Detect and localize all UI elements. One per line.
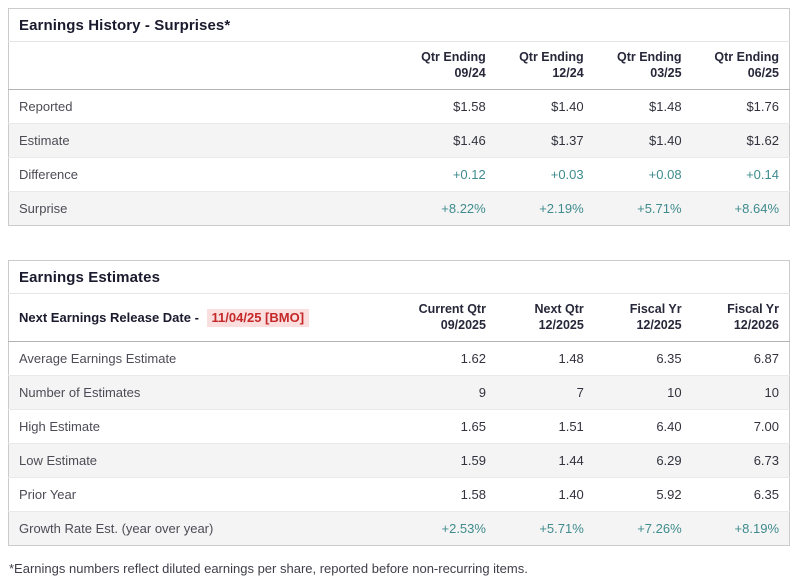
column-header-current-qtr: Current Qtr 09/2025 — [398, 293, 496, 342]
earnings-estimates-table: Earnings Estimates Next Earnings Release… — [8, 260, 790, 546]
earnings-history-table: Earnings History - Surprises* Qtr Ending… — [8, 8, 790, 226]
section-gap — [8, 226, 792, 260]
cell-value: 1.48 — [558, 351, 584, 366]
cell-value: 1.58 — [460, 487, 486, 502]
cell-value: 6.73 — [753, 453, 779, 468]
earnings-history-title: Earnings History - Surprises* — [19, 17, 231, 34]
cell-value: 10 — [667, 385, 682, 400]
cell-value: 7 — [576, 385, 584, 400]
column-header-fiscal-yr-2025: Fiscal Yr 12/2025 — [593, 293, 692, 342]
table-row-difference: Difference +0.12 +0.03 +0.08 +0.14 — [8, 157, 790, 192]
cell-value: 7.00 — [753, 419, 779, 434]
column-header-fiscal-yr-2026: Fiscal Yr 12/2026 — [691, 293, 790, 342]
row-label: Low Estimate — [19, 453, 98, 468]
table-row-prior-year: Prior Year 1.58 1.40 5.92 6.35 — [8, 477, 790, 512]
footnote: *Earnings numbers reflect diluted earnin… — [9, 561, 528, 576]
header-spacer — [8, 41, 398, 90]
table-row-number-of-estimates: Number of Estimates 9 7 10 10 — [8, 375, 790, 410]
cell-value: +8.22% — [441, 201, 486, 216]
next-earnings-release-label: Next Earnings Release Date - — [19, 309, 199, 325]
cell-value: $1.37 — [551, 133, 584, 148]
cell-value: 1.51 — [558, 419, 584, 434]
table-row-estimate: Estimate $1.46 $1.37 $1.40 $1.62 — [8, 123, 790, 158]
cell-value: $1.62 — [746, 133, 779, 148]
cell-value: +0.08 — [648, 167, 682, 182]
cell-value: $1.58 — [453, 99, 486, 114]
column-header-next-qtr: Next Qtr 12/2025 — [495, 293, 594, 342]
row-label: Difference — [19, 167, 79, 182]
cell-value: +0.12 — [452, 167, 486, 182]
cell-value: +5.71% — [637, 201, 682, 216]
cell-value: 6.87 — [753, 351, 779, 366]
cell-value: $1.48 — [649, 99, 682, 114]
next-earnings-release-date: 11/04/25 [BMO] — [206, 308, 310, 327]
cell-value: 6.40 — [656, 419, 682, 434]
row-label: Prior Year — [19, 487, 77, 502]
cell-value: 6.35 — [656, 351, 682, 366]
cell-value: $1.40 — [649, 133, 682, 148]
cell-value: 10 — [764, 385, 779, 400]
earnings-estimates-title: Earnings Estimates — [19, 269, 161, 286]
cell-value: +0.03 — [550, 167, 584, 182]
cell-value: 9 — [478, 385, 486, 400]
cell-value: +2.19% — [539, 201, 584, 216]
row-label: Number of Estimates — [19, 385, 141, 400]
row-label: High Estimate — [19, 419, 100, 434]
cell-value: 1.40 — [558, 487, 584, 502]
cell-value: $1.76 — [746, 99, 779, 114]
cell-value: 1.62 — [460, 351, 486, 366]
cell-value: 5.92 — [656, 487, 682, 502]
row-label: Surprise — [19, 201, 68, 216]
table-row-reported: Reported $1.58 $1.40 $1.48 $1.76 — [8, 89, 790, 124]
row-label: Reported — [19, 99, 73, 114]
cell-value: 1.44 — [558, 453, 584, 468]
table-row-average-earnings-estimate: Average Earnings Estimate 1.62 1.48 6.35… — [8, 341, 790, 376]
cell-value: 6.35 — [753, 487, 779, 502]
next-earnings-release: Next Earnings Release Date - 11/04/25 [B… — [8, 293, 399, 342]
row-label: Average Earnings Estimate — [19, 351, 177, 366]
cell-value: $1.40 — [551, 99, 584, 114]
cell-value: +0.14 — [746, 167, 779, 182]
cell-value: 1.59 — [460, 453, 486, 468]
cell-value: 1.65 — [460, 419, 486, 434]
table-row-surprise: Surprise +8.22% +2.19% +5.71% +8.64% — [8, 191, 790, 226]
table-row-low-estimate: Low Estimate 1.59 1.44 6.29 6.73 — [8, 443, 790, 478]
column-header-qtr-0924: Qtr Ending 09/24 — [397, 41, 496, 90]
cell-value: $1.46 — [453, 133, 486, 148]
table-row-high-estimate: High Estimate 1.65 1.51 6.40 7.00 — [8, 409, 790, 444]
column-header-qtr-0625: Qtr Ending 06/25 — [691, 41, 790, 90]
column-header-qtr-0325: Qtr Ending 03/25 — [593, 41, 692, 90]
cell-value: 6.29 — [656, 453, 682, 468]
row-label: Estimate — [19, 133, 70, 148]
column-header-qtr-1224: Qtr Ending 12/24 — [495, 41, 594, 90]
cell-value: +8.64% — [734, 201, 779, 216]
